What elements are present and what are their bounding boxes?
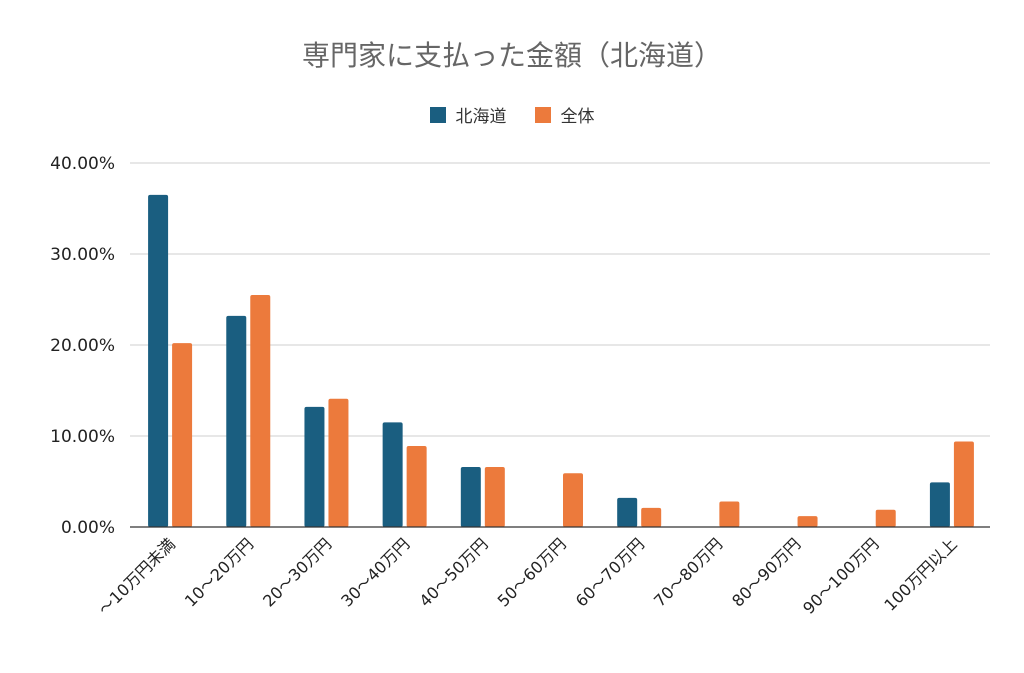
bar-all[interactable] [406, 446, 427, 527]
legend-item-all[interactable]: 全体 [534, 102, 595, 127]
bar-all[interactable] [563, 473, 583, 527]
x-category-label: 30～40万円 [337, 534, 413, 610]
bar-all[interactable] [641, 507, 662, 527]
x-category-label: 70～80万円 [650, 534, 726, 610]
bar-hokkaido[interactable] [929, 482, 950, 527]
y-tick-label: 0.00% [61, 518, 115, 538]
y-tick-label: 30.00% [50, 245, 115, 265]
chart-title: 専門家に支払った金額（北海道） [301, 39, 722, 72]
x-category-label: 90～100万円 [799, 534, 882, 617]
x-category-label: 10～20万円 [181, 534, 257, 610]
bar-hokkaido[interactable] [460, 466, 481, 527]
bar-hokkaido[interactable] [148, 194, 169, 527]
bar-hokkaido[interactable] [617, 497, 638, 527]
bar-all[interactable] [328, 398, 349, 527]
legend: 北海道 全体 [0, 102, 1024, 127]
bar-hokkaido[interactable] [382, 422, 403, 527]
legend-label-hokkaido: 北海道 [455, 107, 507, 127]
x-category-label: 100万円以上 [880, 534, 960, 614]
bar-all[interactable] [484, 466, 505, 527]
x-category-label: 80～90万円 [728, 534, 804, 610]
bar-hokkaido[interactable] [226, 315, 247, 527]
legend-item-hokkaido[interactable]: 北海道 [429, 102, 507, 127]
bar-all[interactable] [719, 501, 740, 527]
y-tick-label: 40.00% [50, 154, 115, 174]
y-tick-label: 20.00% [50, 336, 115, 356]
bar-hokkaido[interactable] [304, 406, 325, 527]
x-category-label: ～10万円未満 [95, 534, 179, 618]
x-category-label: 40～50万円 [415, 534, 491, 610]
y-tick-label: 10.00% [50, 427, 115, 447]
bar-all[interactable] [250, 294, 271, 527]
bar-all[interactable] [953, 441, 974, 527]
legend-swatch-all [534, 106, 551, 123]
bar-all[interactable] [875, 509, 896, 527]
x-category-label: 50～60万円 [494, 534, 570, 610]
bar-all[interactable] [797, 516, 818, 527]
x-category-label: 60～70万円 [572, 534, 648, 610]
legend-label-all: 全体 [560, 107, 595, 127]
bar-all[interactable] [172, 343, 193, 527]
x-category-label: 20～30万円 [259, 534, 335, 610]
legend-swatch-hokkaido [429, 106, 446, 123]
